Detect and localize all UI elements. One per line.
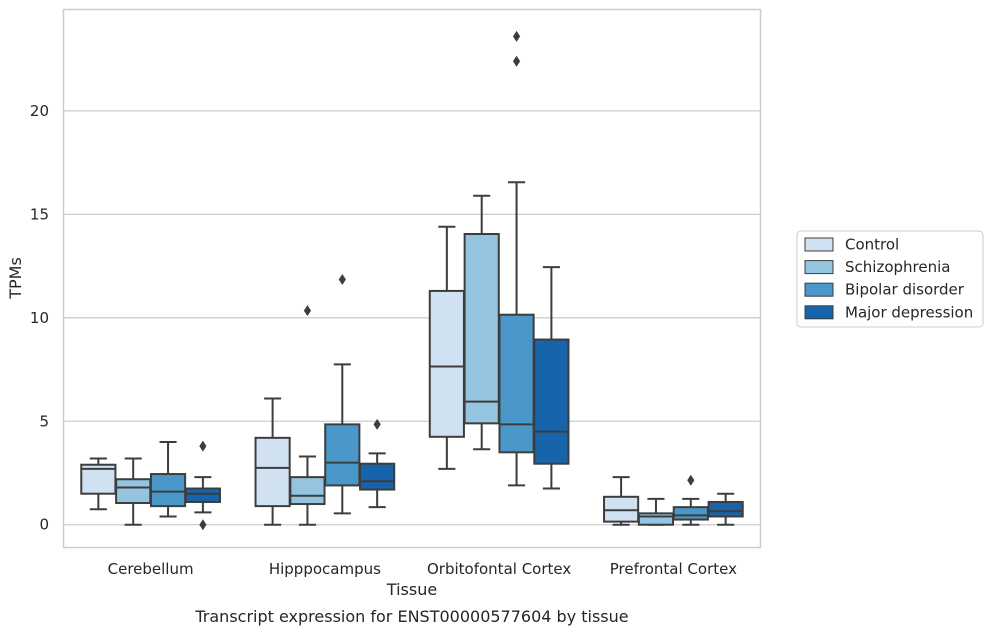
box (637, 512, 675, 526)
legend-label: Bipolar disorder (845, 281, 965, 299)
box (324, 423, 361, 487)
outlier-point (512, 30, 521, 42)
legend-label: Control (845, 236, 899, 254)
x-axis-label: Tissue (386, 580, 437, 599)
box-group (324, 274, 361, 515)
outlier-point (199, 519, 207, 531)
legend-swatch (804, 260, 834, 275)
legend: Control Schizophrenia Bipolar disorder Majo… (796, 230, 984, 328)
box-group (533, 266, 570, 490)
y-tick-label: 5 (39, 412, 49, 430)
chart-caption: Transcript expression for ENST0000057760… (194, 607, 628, 626)
box (498, 313, 535, 454)
box-group (428, 225, 465, 470)
legend-swatch (804, 282, 834, 297)
box (707, 500, 744, 518)
box-group (149, 440, 187, 518)
x-tick-label: Prefrontal Cortex (610, 560, 737, 578)
outlier-point (303, 305, 312, 317)
x-tick-label: Cerebellum (108, 560, 194, 578)
y-tick-labels: 0 5 10 15 20 (30, 102, 49, 534)
legend-frame (796, 230, 984, 328)
y-axis-label: TPMs (6, 257, 25, 300)
box-group (254, 397, 291, 526)
box (149, 473, 187, 508)
box (289, 476, 326, 506)
outlier-point (338, 274, 346, 286)
box (672, 506, 709, 521)
outlier-point (687, 474, 695, 486)
box (603, 495, 640, 523)
box-group (115, 457, 152, 526)
box-group (463, 194, 500, 451)
box (359, 462, 396, 491)
legend-swatch (804, 305, 834, 320)
outlier-point (199, 440, 207, 452)
x-tick-label: Orbitofontal Cortex (427, 560, 571, 578)
box-group (184, 440, 221, 531)
box (428, 289, 465, 438)
outlier-point (373, 418, 381, 430)
plot-frame (62, 8, 762, 549)
boxes-layer (80, 30, 744, 531)
outlier-point (512, 55, 521, 67)
y-tick-label: 10 (30, 309, 49, 327)
box (533, 338, 570, 465)
box-group (80, 457, 117, 511)
y-tick-label: 20 (30, 102, 49, 120)
y-tick-label: 0 (39, 516, 49, 534)
legend-label: Major depression (845, 303, 973, 321)
legend-label: Schizophrenia (845, 258, 950, 276)
y-tick-label: 15 (30, 205, 49, 223)
box-group (707, 492, 744, 526)
box (115, 478, 152, 505)
x-tick-labels: Cerebellum Hipppocampus Orbitofontal Corte… (108, 560, 737, 578)
legend-swatch (804, 237, 834, 252)
box (254, 436, 291, 508)
box-group (603, 476, 640, 526)
x-tick-label: Hipppocampus (269, 560, 381, 578)
box (463, 233, 500, 425)
box-group (359, 418, 396, 509)
box (184, 487, 221, 503)
box-group (289, 305, 326, 526)
